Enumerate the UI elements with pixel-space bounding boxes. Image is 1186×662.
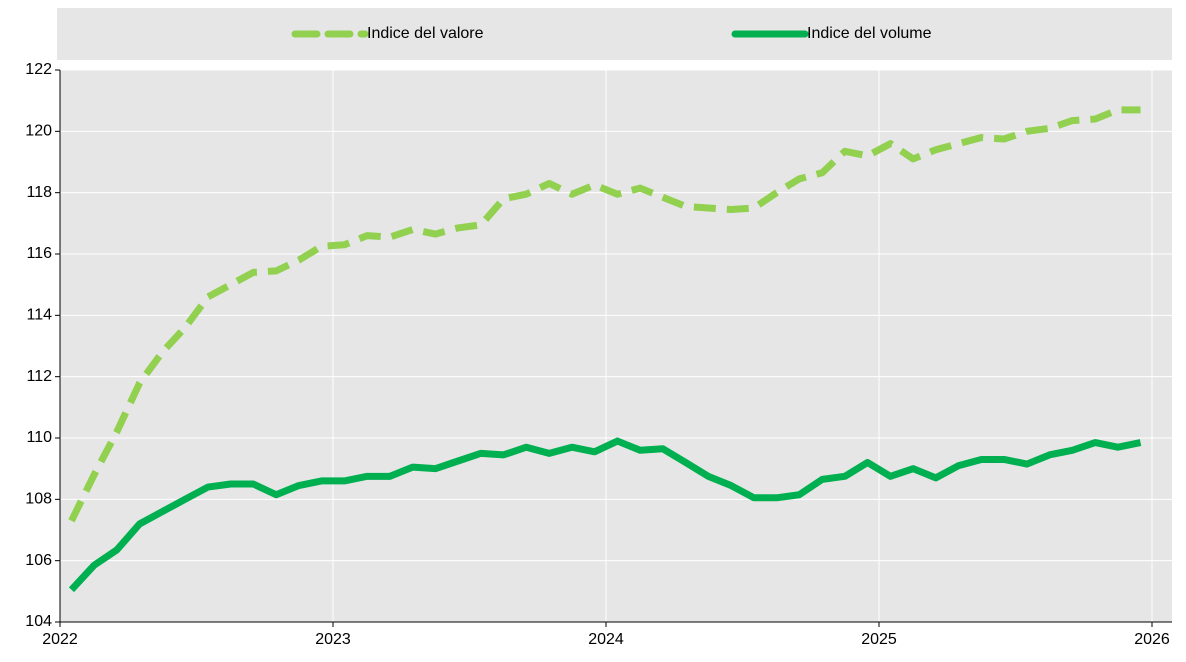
y-tick-label: 112 xyxy=(26,368,52,385)
legend-label: Indice del valore xyxy=(367,25,484,42)
y-tick-label: 108 xyxy=(25,491,52,508)
data-line xyxy=(68,437,1142,593)
legend-box xyxy=(57,8,1172,60)
x-tick-label: 2022 xyxy=(42,631,78,648)
x-tick-label: 2023 xyxy=(315,631,351,648)
y-tick-label: 106 xyxy=(25,552,52,569)
x-tick-label: 2024 xyxy=(588,631,624,648)
y-tick-label: 114 xyxy=(26,307,52,324)
data-line xyxy=(68,106,1141,523)
y-tick-label: 118 xyxy=(26,184,52,201)
y-tick-label: 120 xyxy=(25,123,52,140)
y-tick-label: 104 xyxy=(25,613,52,630)
x-tick-label: 2026 xyxy=(1134,631,1170,648)
y-tick-label: 116 xyxy=(26,245,52,262)
y-tick-label: 122 xyxy=(25,61,52,78)
y-tick-label: 110 xyxy=(26,429,52,446)
plot-area xyxy=(60,70,1172,622)
legend-label: Indice del volume xyxy=(807,25,932,42)
x-tick-label: 2025 xyxy=(861,631,897,648)
